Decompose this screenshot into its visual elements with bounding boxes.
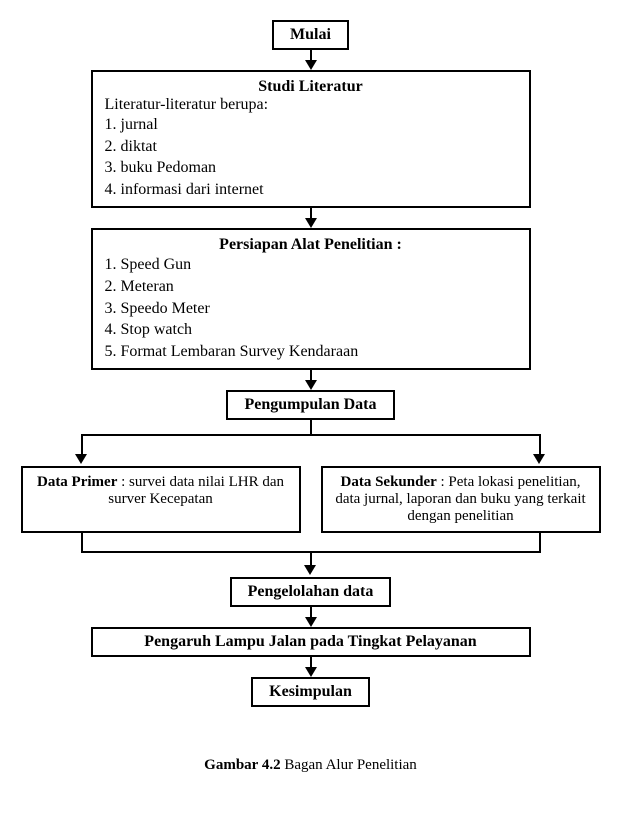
node-sekunder-bold: Data Sekunder	[341, 474, 437, 490]
join-connector	[21, 533, 601, 577]
list-item: 2. diktat	[105, 136, 517, 158]
list-item: 5. Format Lembaran Survey Kendaraan	[105, 341, 517, 363]
list-item: 4. Stop watch	[105, 319, 517, 341]
node-start-label: Mulai	[290, 26, 331, 43]
node-start: Mulai	[272, 20, 349, 50]
figure-caption: Gambar 4.2 Bagan Alur Penelitian	[204, 757, 417, 774]
list-item: 2. Meteran	[105, 276, 517, 298]
node-pengumpulan: Pengumpulan Data	[226, 390, 394, 420]
split-connector	[21, 420, 601, 466]
branch-row: Data Primer : survei data nilai LHR dan …	[21, 466, 601, 533]
node-persiapan-title: Persiapan Alat Penelitian :	[105, 236, 517, 254]
node-pengolahan-label: Pengelolahan data	[248, 583, 374, 600]
node-pengaruh-label: Pengaruh Lampu Jalan pada Tingkat Pelaya…	[144, 633, 476, 650]
list-item: 3. Speedo Meter	[105, 298, 517, 320]
node-literatur-title: Studi Literatur	[105, 78, 517, 96]
node-primer-rest: : survei data nilai LHR dan surver Kecep…	[108, 474, 284, 507]
node-literatur-lead: Literatur-literatur berupa:	[105, 96, 517, 114]
node-pengolahan: Pengelolahan data	[230, 577, 392, 607]
list-item: 1. Speed Gun	[105, 254, 517, 276]
list-item: 1. jurnal	[105, 114, 517, 136]
node-persiapan-items: 1. Speed Gun 2. Meteran 3. Speedo Meter …	[105, 254, 517, 362]
node-kesimpulan: Kesimpulan	[251, 677, 370, 707]
flowchart-container: Mulai Studi Literatur Literatur-literatu…	[10, 20, 611, 774]
node-primer: Data Primer : survei data nilai LHR dan …	[21, 466, 301, 533]
arrow-icon	[305, 370, 317, 390]
list-item: 4. informasi dari internet	[105, 179, 517, 201]
arrow-icon	[305, 607, 317, 627]
node-persiapan: Persiapan Alat Penelitian : 1. Speed Gun…	[91, 228, 531, 370]
node-primer-bold: Data Primer	[37, 474, 117, 490]
node-sekunder: Data Sekunder : Peta lokasi penelitian, …	[321, 466, 601, 533]
caption-rest: Bagan Alur Penelitian	[281, 757, 417, 773]
arrow-icon	[305, 208, 317, 228]
caption-bold: Gambar 4.2	[204, 757, 280, 773]
node-pengaruh: Pengaruh Lampu Jalan pada Tingkat Pelaya…	[91, 627, 531, 657]
list-item: 3. buku Pedoman	[105, 157, 517, 179]
node-kesimpulan-label: Kesimpulan	[269, 683, 352, 700]
node-literatur: Studi Literatur Literatur-literatur beru…	[91, 70, 531, 208]
arrow-icon	[305, 657, 317, 677]
node-pengumpulan-label: Pengumpulan Data	[244, 396, 376, 413]
arrow-icon	[305, 50, 317, 70]
node-literatur-items: 1. jurnal 2. diktat 3. buku Pedoman 4. i…	[105, 114, 517, 200]
